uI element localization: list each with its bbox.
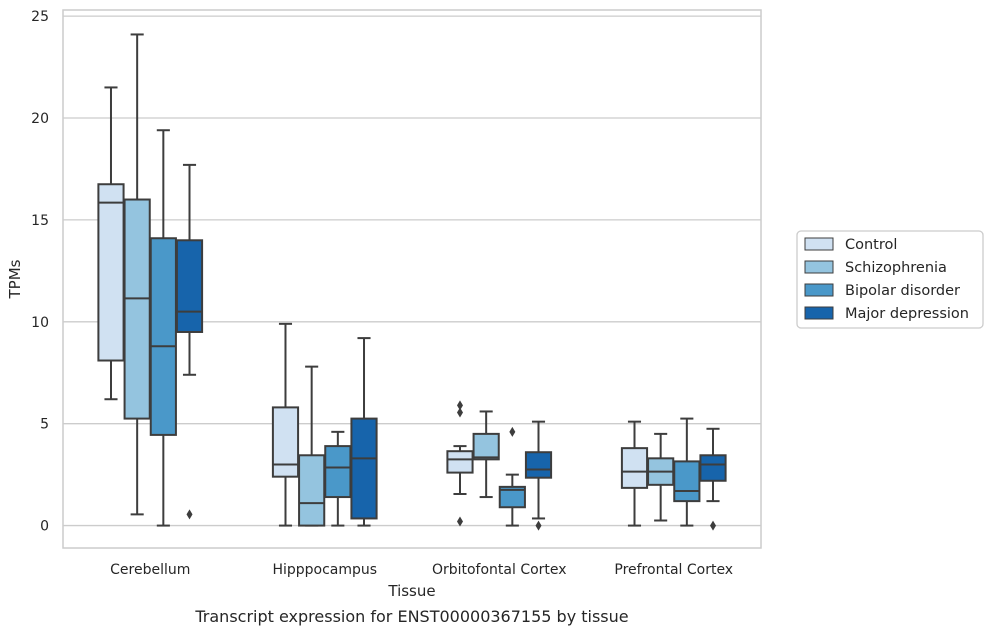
box-2-0 — [446, 400, 474, 527]
y-tick-label: 15 — [31, 213, 49, 229]
legend: Control Schizophrenia Bipolar disorder Majo… — [796, 230, 984, 329]
legend-label: Schizophrenia — [845, 260, 947, 276]
box-0-2 — [149, 129, 177, 527]
box-3-0 — [620, 420, 649, 527]
y-tick-labels: 0 5 10 15 20 25 — [31, 9, 49, 534]
legend-swatch — [804, 237, 834, 251]
box-2-1 — [472, 410, 500, 499]
box-3-2 — [673, 417, 701, 527]
box-iqr — [149, 237, 177, 436]
outlier-point — [186, 509, 193, 520]
y-tick-label: 20 — [31, 111, 49, 127]
outlier-point — [456, 407, 463, 418]
box-1-3 — [350, 337, 378, 527]
box-iqr — [524, 451, 553, 479]
x-tick-label: Hipppocampus — [272, 562, 377, 578]
legend-label: Bipolar disorder — [845, 283, 960, 299]
box-iqr — [97, 183, 125, 362]
outlier-point — [710, 520, 717, 531]
x-tick-labels: Cerebellum Hipppocampus Orbitofontal Corte… — [110, 562, 733, 578]
box-iqr — [324, 445, 352, 499]
outlier-point — [535, 520, 542, 531]
box-iqr — [350, 417, 378, 520]
box-0-3 — [175, 163, 204, 520]
y-tick-label: 25 — [31, 9, 49, 25]
box-1-1 — [298, 365, 326, 527]
box-0-0 — [97, 86, 125, 401]
box-iqr — [123, 198, 151, 420]
box-iqr — [446, 450, 474, 474]
box-3-3 — [699, 427, 727, 531]
box-1-2 — [324, 430, 352, 527]
outlier-point — [509, 426, 516, 437]
legend-swatch — [804, 283, 834, 297]
boxes — [97, 33, 727, 531]
box-iqr — [498, 485, 526, 509]
box-iqr — [673, 460, 701, 503]
outlier-point — [456, 516, 463, 527]
box-iqr — [298, 454, 326, 527]
outlier-point — [456, 400, 463, 411]
x-tick-label: Cerebellum — [110, 562, 190, 578]
x-tick-label: Orbitofontal Cortex — [432, 562, 567, 578]
y-tick-label: 0 — [40, 519, 49, 535]
x-axis-label: Tissue — [387, 582, 435, 600]
box-iqr — [620, 447, 649, 489]
box-0-1 — [123, 33, 151, 516]
legend-swatch — [804, 260, 834, 274]
box-1-0 — [271, 322, 300, 527]
chart-caption: Transcript expression for ENST0000036715… — [194, 607, 628, 626]
legend-label: Major depression — [845, 306, 969, 322]
legend-frame — [796, 230, 984, 329]
box-iqr — [175, 239, 204, 333]
box-2-3 — [524, 420, 553, 531]
box-iqr — [472, 432, 500, 461]
y-axis-label: TPMs — [6, 259, 24, 299]
box-2-2 — [498, 426, 526, 527]
legend-label: Control — [845, 237, 897, 253]
y-tick-label: 5 — [40, 417, 49, 433]
plot-area-frame — [62, 9, 762, 549]
y-tick-label: 10 — [31, 315, 49, 331]
x-tick-label: Prefrontal Cortex — [614, 562, 733, 578]
legend-swatch — [804, 306, 834, 320]
box-3-1 — [647, 432, 675, 522]
box-iqr — [271, 406, 300, 478]
box-iqr — [699, 454, 727, 482]
